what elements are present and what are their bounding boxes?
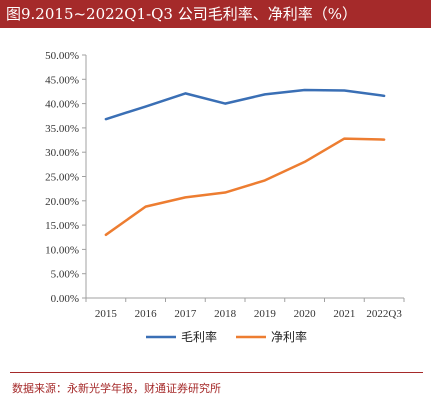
legend-label-1: 毛利率 — [181, 329, 217, 344]
line-chart: 0.00% 5.00% 10.00% 15.00% 20.00% 25.00% 30.00%… — [45, 50, 405, 344]
legend-label-2: 净利率 — [271, 329, 307, 344]
x-tick-label: 2019 — [254, 308, 277, 320]
y-tick-label: 45.00% — [45, 74, 79, 86]
y-tick-label: 35.00% — [45, 123, 79, 135]
divider — [10, 372, 423, 373]
y-tick-label: 10.00% — [45, 244, 79, 256]
x-tick-label: 2017 — [174, 308, 197, 320]
source-note: 数据来源：永新光学年报，财通证券研究所 — [12, 382, 221, 395]
x-tick-label: 2021 — [333, 308, 355, 320]
title-bar: 图9.2015~2022Q1-Q3 公司毛利率、净利率（%） — [0, 0, 431, 28]
series-line-2 — [104, 137, 386, 237]
chart-title: 图9.2015~2022Q1-Q3 公司毛利率、净利率（%） — [6, 5, 357, 23]
x-tick-label: 2015 — [95, 308, 118, 320]
y-tick-label: 20.00% — [45, 196, 79, 208]
y-tick-label: 50.00% — [45, 50, 79, 62]
y-tick-label: 25.00% — [45, 172, 79, 184]
y-tick-label: 0.00% — [51, 293, 79, 305]
x-tick-label: 2016 — [135, 308, 158, 320]
x-tick-label: 2018 — [214, 308, 237, 320]
x-tick-label: 2020 — [294, 308, 317, 320]
y-tick-label: 30.00% — [45, 147, 79, 159]
y-tick-label: 40.00% — [45, 99, 79, 111]
series-line-1 — [104, 88, 386, 121]
y-tick-label: 5.00% — [51, 269, 79, 281]
y-tick-label: 15.00% — [45, 220, 79, 232]
x-tick-label: 2022Q3 — [366, 308, 402, 320]
